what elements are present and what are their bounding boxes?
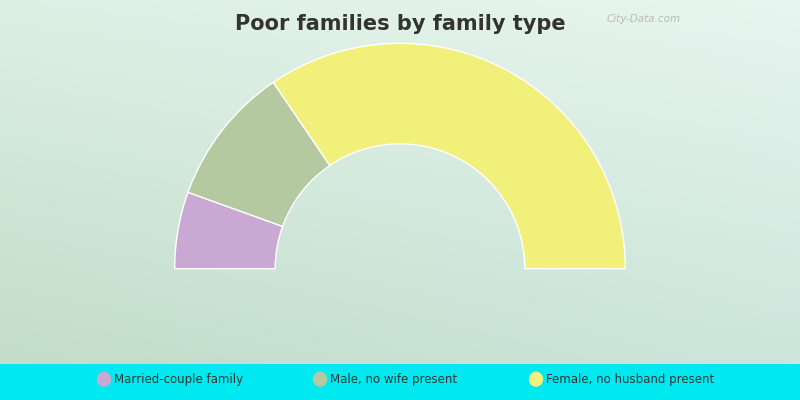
Ellipse shape (97, 372, 111, 387)
Text: Married-couple family: Married-couple family (114, 373, 242, 386)
Text: City-Data.com: City-Data.com (606, 14, 681, 24)
Ellipse shape (529, 372, 543, 387)
Text: Poor families by family type: Poor families by family type (234, 14, 566, 34)
Text: Male, no wife present: Male, no wife present (330, 373, 457, 386)
Wedge shape (174, 192, 282, 269)
Wedge shape (274, 43, 626, 269)
Ellipse shape (313, 372, 327, 387)
Wedge shape (188, 82, 330, 226)
Text: Female, no husband present: Female, no husband present (546, 373, 714, 386)
